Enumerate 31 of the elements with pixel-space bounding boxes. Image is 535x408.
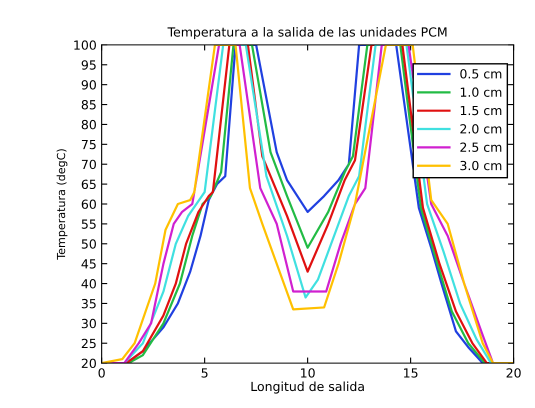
y-tick-label: 85 [82, 100, 96, 110]
legend-label: 1.0 cm [460, 87, 502, 97]
y-tick-label: 45 [81, 259, 96, 269]
x-tick-label: 15 [404, 368, 418, 378]
legend-label: 1.5 cm [460, 106, 502, 116]
y-tick-label: 35 [82, 298, 96, 308]
y-tick-label: 70 [82, 160, 96, 170]
x-axis-title: Longitud de salida [251, 381, 364, 394]
y-tick-label: 40 [81, 279, 96, 288]
y-tick-label: 90 [82, 80, 96, 90]
legend-label: 3.0 cm [460, 160, 502, 170]
y-tick-label: 100 [74, 40, 96, 50]
x-tick-label: 0 [98, 368, 105, 378]
legend-label: 0.5 cm [460, 69, 502, 79]
chart-title: Temperatura a la salida de las unidades PCM [168, 27, 446, 40]
y-tick-label: 75 [82, 140, 96, 150]
y-tick-label: 95 [82, 60, 96, 70]
y-tick-label: 60 [82, 199, 96, 209]
legend-label: 2.5 cm [460, 142, 502, 152]
y-tick-label: 55 [82, 220, 96, 229]
legend-label: 2.0 cm [460, 124, 502, 134]
y-tick-label: 50 [82, 239, 96, 249]
y-tick-label: 65 [82, 180, 96, 190]
y-tick-label: 30 [82, 318, 96, 328]
x-tick-label: 5 [202, 368, 208, 378]
y-tick-label: 80 [82, 120, 96, 130]
y-tick-label: 20 [82, 358, 96, 368]
y-axis-title: Temperatura (degC) [56, 149, 68, 260]
x-tick-label: 10 [301, 368, 315, 378]
y-tick-label: 25 [82, 338, 96, 348]
x-tick-label: 20 [506, 368, 521, 378]
